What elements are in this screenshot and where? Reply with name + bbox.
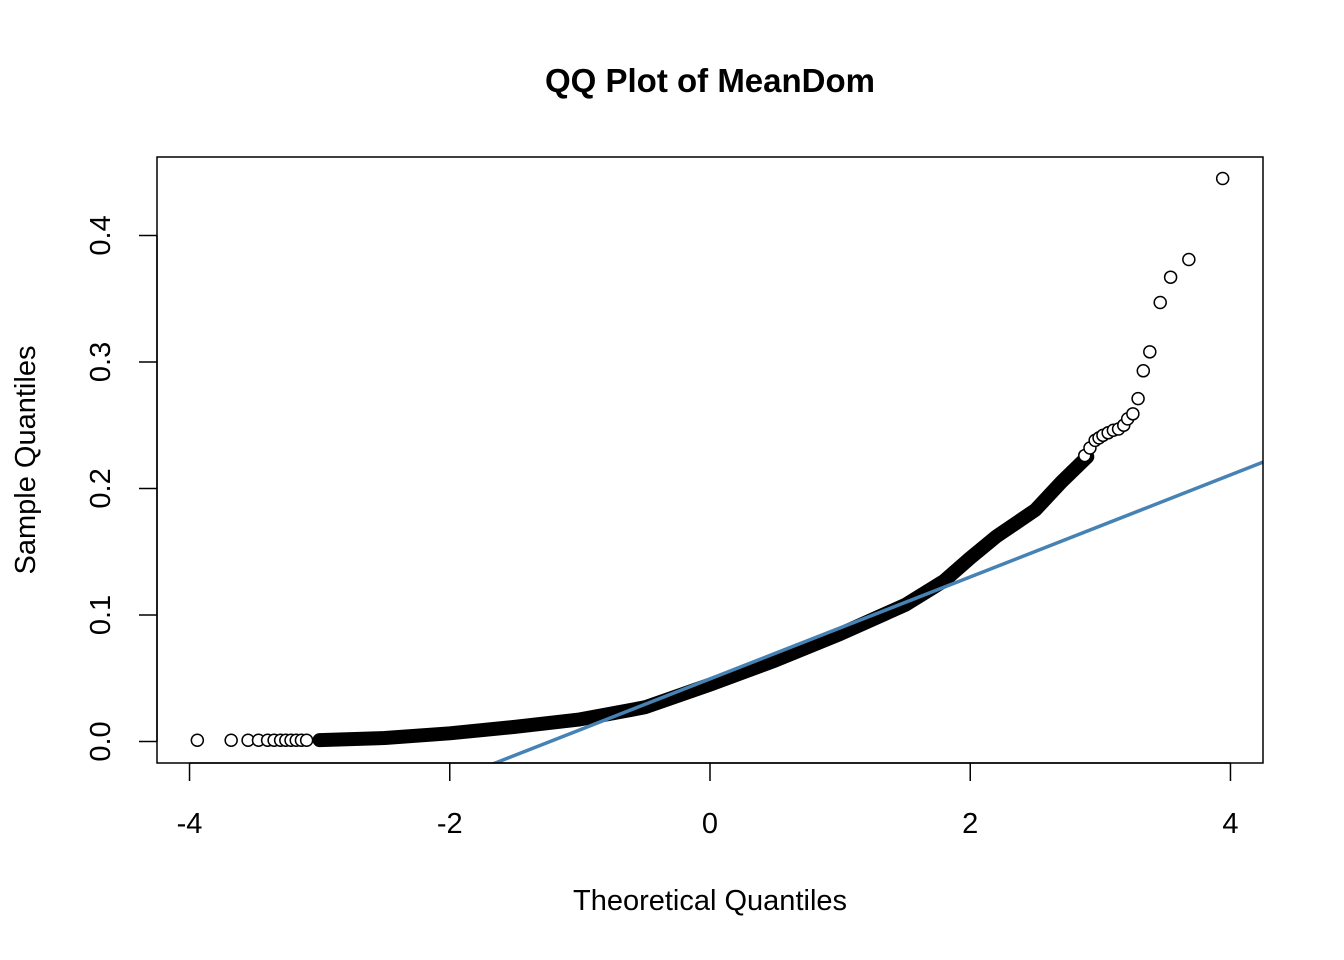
x-axis-label: Theoretical Quantiles [573,885,847,917]
y-axis-label: Sample Quantiles [10,346,42,575]
sample-quantile-band [312,449,1095,748]
sample-point [1182,252,1196,267]
x-tick-label: -2 [437,808,463,840]
x-tick-label: 2 [962,808,978,840]
y-tick-label: 0.2 [85,468,117,508]
sample-point [1215,171,1230,186]
sample-point [299,733,314,747]
x-tick-label: 4 [1222,808,1238,840]
sample-quantile-points [190,171,1230,747]
chart-title: QQ Plot of MeanDom [545,62,875,99]
y-tick-label: 0.4 [85,215,117,255]
sample-point [1153,295,1167,310]
y-tick-label: 0.1 [85,595,117,635]
y-axis: 0.0 0.1 0.2 0.3 0.4 [85,215,158,762]
plot-frame [156,156,1264,764]
y-tick-label: 0.0 [85,721,117,761]
reference-line-layer [490,460,1263,763]
sample-point [1136,364,1151,378]
qq-reference-line [490,460,1263,763]
sample-quantile-dense-band [312,449,1095,748]
y-tick-label: 0.3 [85,342,117,382]
sample-point [190,733,205,747]
sample-point [1131,391,1145,406]
x-tick-label: -4 [177,808,203,840]
sample-point [1163,270,1178,284]
x-tick-label: 0 [702,808,718,840]
sample-point [224,733,238,747]
sample-point [1143,345,1157,359]
sample-point [1126,407,1140,421]
x-axis: -4 -2 0 2 4 [177,762,1239,840]
